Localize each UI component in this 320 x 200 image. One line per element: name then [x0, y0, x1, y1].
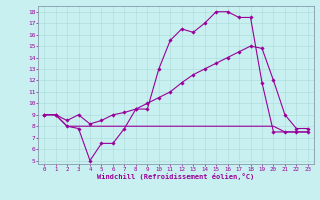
X-axis label: Windchill (Refroidissement éolien,°C): Windchill (Refroidissement éolien,°C) [97, 173, 255, 180]
